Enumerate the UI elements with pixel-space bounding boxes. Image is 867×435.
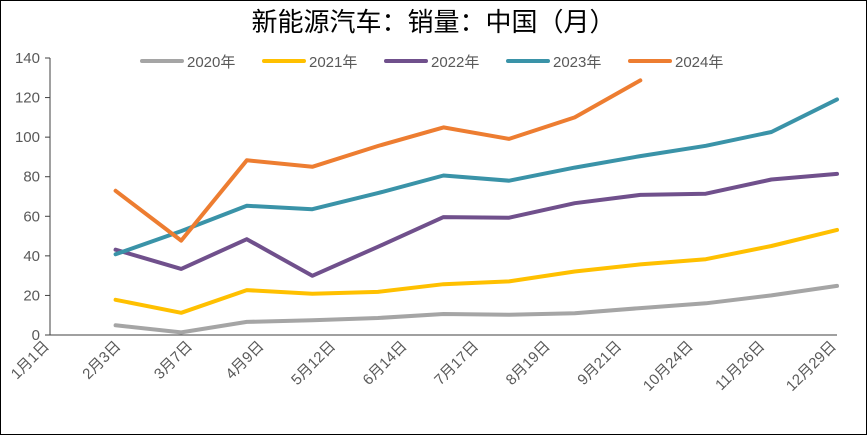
x-tick-label: 1月1日 [8,338,53,383]
y-tick-label: 80 [23,169,40,186]
series-line-2024年 [113,78,643,243]
legend-label: 2022年 [431,54,479,71]
series-layer [113,78,839,335]
x-tick-label: 12月29日 [783,338,840,395]
x-tick-label: 4月9日 [222,338,267,383]
y-tick-label: 0 [32,327,40,344]
x-tick-label: 3月7日 [151,338,196,383]
series-line-2021年 [113,227,839,315]
x-tick-label: 7月17日 [431,338,482,389]
x-tick-label: 2月3日 [79,338,124,383]
legend-label: 2021年 [309,54,357,71]
y-tick-label: 120 [15,90,40,107]
y-tick-label: 40 [23,248,40,265]
legend-label: 2024年 [675,54,723,71]
y-tick-label: 100 [15,129,40,146]
series-line-2020年 [113,283,839,335]
x-tick-label: 11月26日 [712,338,768,394]
x-tick-label: 8月19日 [503,338,554,389]
x-tick-label: 6月14日 [360,338,411,389]
y-tick-label: 20 [23,287,40,304]
x-axis: 1月1日 2月3日 3月7日 4月9日 5月12日 6月14日 7月17日 8月19日 9月21… [8,334,840,395]
chart-title: 新能源汽车：销量：中国（月） [251,8,616,38]
legend-label: 2020年 [187,54,235,71]
legend-label: 2023年 [553,54,601,71]
y-tick-label: 140 [15,50,40,67]
y-axis: 0 20 40 60 80 100 120 140 [15,50,51,344]
series-line-2022年 [113,171,839,278]
legend: 2020年 2021年 2022年 2023年 2024年 [140,54,723,71]
y-tick-label: 60 [23,208,40,225]
x-tick-label: 5月12日 [288,338,339,389]
x-tick-label: 10月24日 [640,338,697,395]
x-tick-label: 9月21日 [574,338,625,389]
series-line-2023年 [113,97,839,257]
